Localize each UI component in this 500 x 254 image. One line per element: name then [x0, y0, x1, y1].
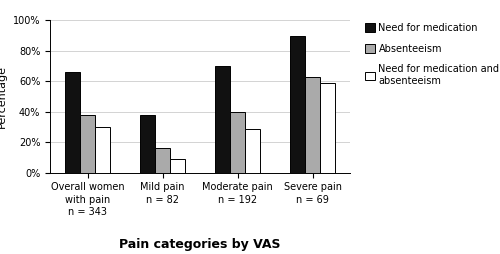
Bar	[140, 115, 155, 173]
Bar	[290, 36, 305, 173]
Bar	[155, 148, 170, 173]
Legend: Need for medication, Absenteeism, Need for medication and
absenteeism: Need for medication, Absenteeism, Need f…	[364, 22, 500, 87]
Y-axis label: Percentage: Percentage	[0, 65, 7, 128]
Bar	[215, 66, 230, 173]
Bar	[245, 129, 260, 173]
Bar	[320, 83, 335, 173]
Bar	[230, 112, 245, 173]
Bar	[305, 77, 320, 173]
Bar	[65, 72, 80, 173]
Bar	[80, 115, 95, 173]
Bar	[95, 127, 110, 173]
Bar	[170, 159, 185, 173]
Text: Pain categories by VAS: Pain categories by VAS	[120, 239, 281, 251]
